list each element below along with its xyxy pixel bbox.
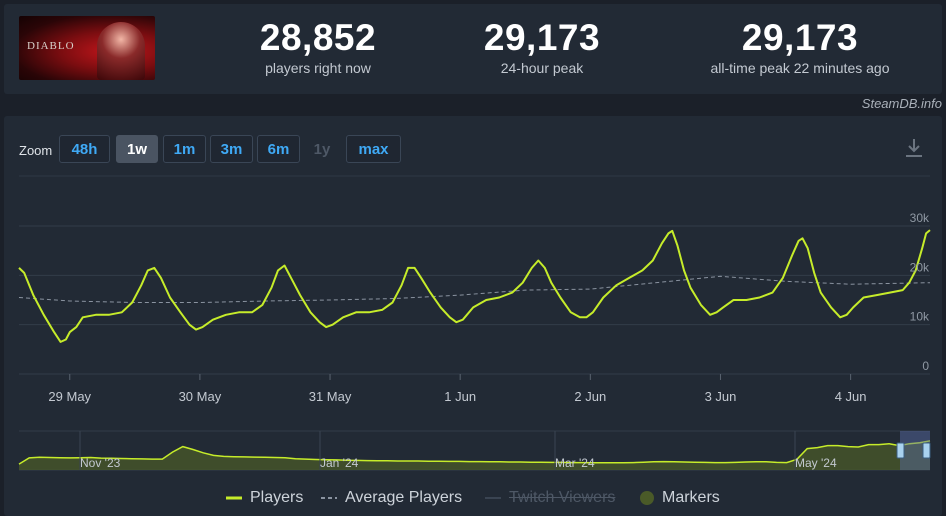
x-axis: 29 May 30 May 31 May 1 Jun 2 Jun 3 Jun 4 Jun xyxy=(48,374,867,404)
markers-swatch xyxy=(640,490,654,505)
players-layer xyxy=(18,229,931,343)
game-header-image[interactable]: DIABLO xyxy=(19,16,155,80)
stat-label: 24-hour peak xyxy=(500,60,584,76)
legend-label: Twitch Viewers xyxy=(509,489,616,506)
zoom-label: Zoom xyxy=(19,143,53,158)
zoom-6m-button[interactable]: 6m xyxy=(257,135,300,163)
zoom-48h-button[interactable]: 48h xyxy=(59,135,110,163)
average-players-layer xyxy=(18,275,931,303)
stat-current-players: 28,852 players right now xyxy=(188,17,448,77)
x-tick-label: 4 Jun xyxy=(835,389,867,404)
navigator-area xyxy=(19,440,930,470)
stat-label: players right now xyxy=(265,60,371,76)
navigator-handle[interactable] xyxy=(896,442,905,459)
legend-item-markers[interactable]: Markers xyxy=(640,489,720,507)
x-tick-label: 31 May xyxy=(309,389,352,404)
stat-label: all-time peak 22 minutes ago xyxy=(710,60,890,76)
lilith-figure xyxy=(97,22,145,80)
navigator: Nov '23 Jan '24 Mar '24 May '24 xyxy=(18,430,931,471)
legend-label: Markers xyxy=(662,489,720,506)
x-tick-label: 30 May xyxy=(179,389,222,404)
stat-value: 29,173 xyxy=(483,17,601,58)
steamdb-brand[interactable]: SteamDB.info xyxy=(861,96,942,111)
stat-all-time-peak: 29,173 all-time peak 22 minutes ago xyxy=(670,17,930,77)
x-tick-label: 29 May xyxy=(48,389,91,404)
chart-grid xyxy=(19,175,930,375)
legend-label: Average Players xyxy=(345,489,463,506)
game-logo: DIABLO xyxy=(27,40,75,52)
y-axis: 0 10k 20k 30k xyxy=(910,211,930,373)
y-tick-label: 0 xyxy=(922,359,929,373)
stats-header: DIABLO 28,852 players right now 29,173 2… xyxy=(4,4,942,94)
navigator-label: Mar '24 xyxy=(555,456,595,470)
navigator-label: Jan '24 xyxy=(320,456,359,470)
players-line xyxy=(18,229,931,343)
legend-label: Players xyxy=(250,489,304,506)
download-icon[interactable] xyxy=(903,137,925,159)
legend-item-players[interactable]: Players xyxy=(226,489,303,507)
x-tick-label: 1 Jun xyxy=(444,389,476,404)
zoom-1w-button[interactable]: 1w xyxy=(116,135,158,163)
zoom-3m-button[interactable]: 3m xyxy=(210,135,253,163)
navigator-label: May '24 xyxy=(795,456,837,470)
stat-value: 29,173 xyxy=(741,17,859,58)
zoom-1y-button: 1y xyxy=(313,141,331,158)
x-tick-label: 3 Jun xyxy=(705,389,737,404)
average-swatch xyxy=(321,496,337,499)
legend-item-twitch-viewers[interactable]: Twitch Viewers xyxy=(485,489,615,507)
zoom-max-button[interactable]: max xyxy=(346,135,401,163)
players-swatch xyxy=(226,496,242,500)
average-players-line xyxy=(18,275,931,303)
zoom-1m-button[interactable]: 1m xyxy=(163,135,206,163)
stat-24h-peak: 29,173 24-hour peak xyxy=(412,17,672,77)
navigator-label: Nov '23 xyxy=(80,456,121,470)
chart-panel xyxy=(4,116,942,516)
y-tick-label: 20k xyxy=(910,260,930,274)
navigator-line xyxy=(18,440,931,465)
stat-value: 28,852 xyxy=(259,17,377,58)
y-tick-label: 10k xyxy=(910,310,930,324)
legend-item-average-players[interactable]: Average Players xyxy=(321,489,462,507)
x-tick-label: 2 Jun xyxy=(574,389,606,404)
y-tick-label: 30k xyxy=(910,211,930,225)
twitch-swatch xyxy=(485,496,501,499)
navigator-handle[interactable] xyxy=(922,442,931,459)
